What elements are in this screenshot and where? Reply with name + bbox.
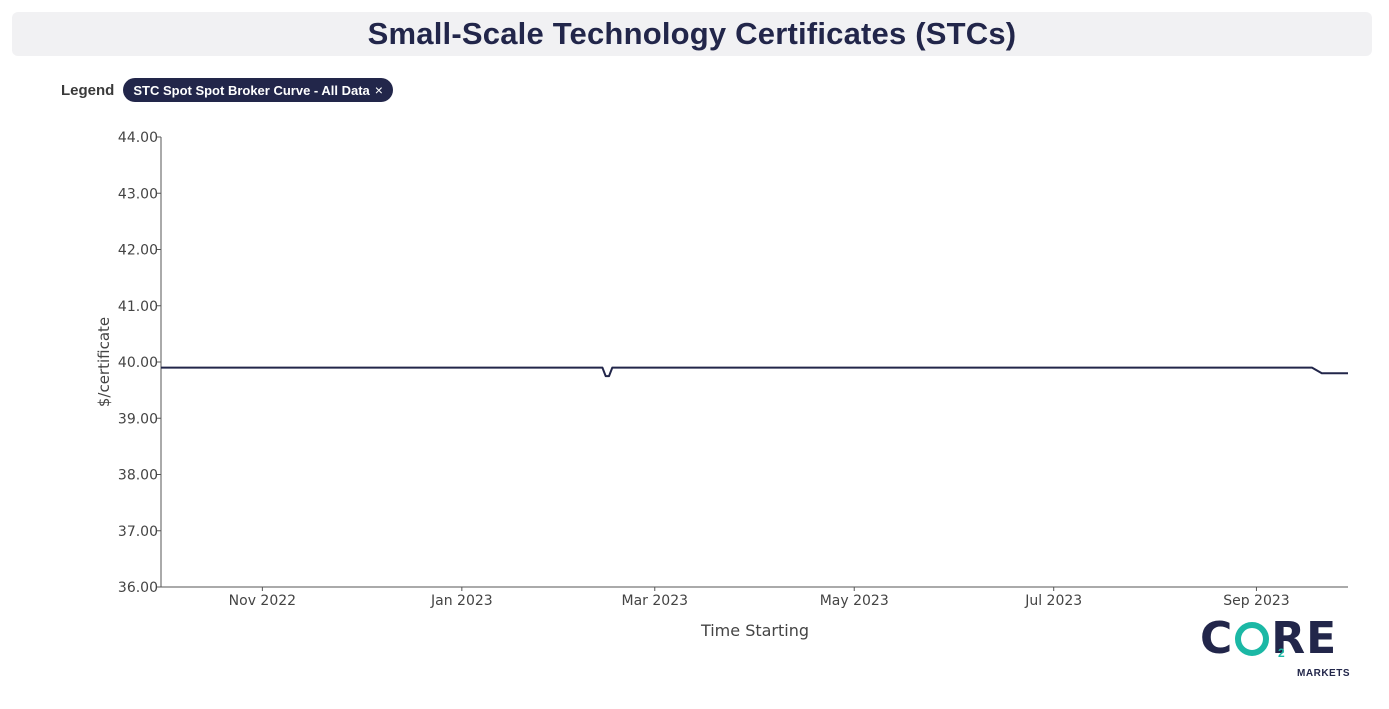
logo-tagline: MARKETS — [1297, 668, 1350, 679]
y-tick-label: 41.00 — [118, 299, 158, 315]
legend-label: Legend — [61, 81, 115, 99]
x-tick-label: Sep 2023 — [1223, 593, 1289, 609]
x-tick-label: Jul 2023 — [1024, 593, 1082, 609]
logo-letter-c: C — [1200, 613, 1234, 664]
chart-title: Small-Scale Technology Certificates (STC… — [367, 16, 1017, 51]
y-axis: 36.00 37.00 38.00 39.00 40.00 41.00 42.00 43.00… — [118, 130, 162, 596]
close-icon[interactable]: × — [374, 82, 383, 98]
x-tick-label: Jan 2023 — [430, 593, 493, 609]
x-tick-label: May 2023 — [820, 593, 889, 609]
legend: Legend STC Spot Spot Broker Curve - All … — [61, 77, 393, 103]
y-tick-label: 40.00 — [118, 355, 158, 371]
legend-chip-label: STC Spot Spot Broker Curve - All Data — [133, 82, 370, 98]
logo-subscript: 2 — [1278, 646, 1285, 660]
y-tick-label: 43.00 — [118, 186, 158, 202]
x-axis: Nov 2022 Jan 2023 Mar 2023 May 2023 Jul 2023… — [161, 586, 1348, 609]
series-line-stc-spot — [161, 366, 1348, 378]
logo-o-ring-icon — [1235, 622, 1270, 656]
x-tick-label: Nov 2022 — [229, 593, 296, 609]
y-tick-label: 38.00 — [118, 468, 158, 484]
x-tick-label: Mar 2023 — [622, 593, 689, 609]
y-tick-label: 37.00 — [118, 524, 158, 540]
y-tick-label: 44.00 — [118, 130, 158, 146]
y-tick-label: 39.00 — [118, 411, 158, 427]
series-group — [161, 366, 1348, 378]
chart-title-bar: Small-Scale Technology Certificates (STC… — [12, 12, 1372, 56]
y-axis-label: $/certificate — [95, 317, 113, 407]
x-axis-label: Time Starting — [700, 621, 809, 640]
y-tick-label: 36.00 — [118, 580, 158, 596]
logo-letters-re: RE — [1271, 613, 1338, 664]
y-tick-label: 42.00 — [118, 243, 158, 259]
core-markets-logo: C RE 2 MARKETS — [1200, 614, 1350, 680]
legend-chip-stc-spot[interactable]: STC Spot Spot Broker Curve - All Data × — [123, 78, 393, 102]
